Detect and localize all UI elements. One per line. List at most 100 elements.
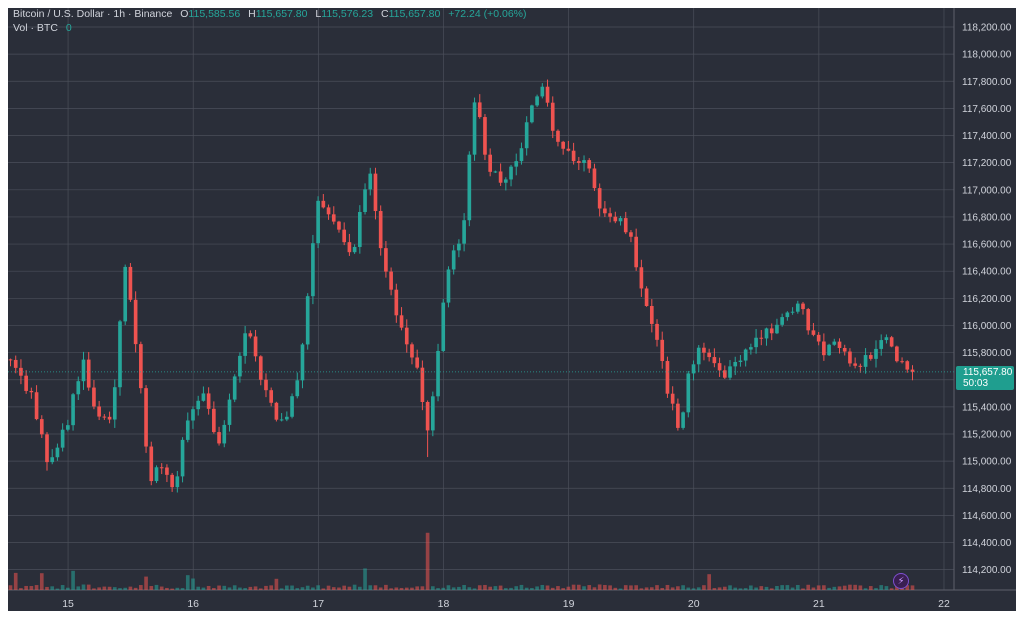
candle-body: [681, 412, 685, 428]
candle-body: [149, 446, 154, 482]
candle-body: [576, 161, 581, 163]
volume-bar: [410, 587, 414, 590]
candle-body: [790, 311, 795, 313]
volume-bar: [722, 586, 727, 590]
y-tick-label: 117,400.00: [962, 131, 1012, 142]
candle-body: [321, 200, 326, 208]
candle-body: [300, 344, 305, 381]
candle-body: [749, 347, 753, 350]
candle-body: [436, 350, 440, 397]
volume-bar: [201, 587, 206, 590]
volume-bar: [185, 575, 190, 590]
candle-body: [45, 434, 49, 463]
volume-bar: [191, 578, 195, 590]
volume-bar: [60, 585, 65, 590]
symbol-title[interactable]: Bitcoin / U.S. Dollar · 1h · Binance: [13, 8, 173, 20]
volume-bar: [566, 586, 571, 590]
volume-bar: [681, 585, 685, 590]
volume-bar: [8, 585, 13, 590]
volume-bar: [717, 587, 722, 590]
candle-body: [238, 355, 242, 377]
candle-body: [55, 447, 60, 458]
price-axis: [954, 8, 1016, 590]
candle-body: [347, 242, 352, 253]
candle-body: [368, 173, 373, 190]
volume-bar: [321, 588, 326, 590]
y-tick-label: 116,600.00: [962, 240, 1012, 251]
candle-body: [665, 361, 670, 394]
candle-body: [895, 346, 899, 362]
volume-bar: [514, 586, 519, 590]
candle-body: [462, 220, 466, 244]
close-value: 115,657.80: [388, 8, 441, 20]
candle-body: [337, 221, 341, 230]
candle-body: [571, 150, 576, 162]
x-tick-label: 16: [187, 598, 199, 610]
volume-bar: [457, 586, 461, 590]
candle-body: [717, 363, 722, 371]
high-value: 115,657.80: [255, 8, 308, 20]
high-label: H: [248, 8, 256, 20]
volume-label[interactable]: Vol · BTC: [13, 22, 58, 34]
volume-bar: [889, 588, 894, 590]
candle-body: [248, 333, 253, 337]
volume-bar: [874, 588, 878, 590]
volume-bar: [842, 585, 847, 590]
volume-bar: [832, 586, 837, 590]
lightning-logo-icon[interactable]: ⚡: [893, 573, 909, 589]
volume-legend-row: Vol · BTC 0: [13, 21, 527, 35]
candle-body: [629, 232, 633, 237]
volume-bar: [472, 588, 477, 590]
volume-bar: [660, 587, 665, 590]
volume-bar: [384, 584, 388, 590]
volume-bar: [655, 585, 659, 590]
volume-bar: [337, 587, 341, 590]
candle-body: [139, 344, 143, 389]
candle-body: [415, 357, 420, 368]
volume-bar: [618, 588, 623, 590]
candle-body: [404, 327, 409, 345]
volume-bar: [285, 585, 289, 590]
candle-body: [76, 381, 81, 395]
candle-body: [644, 288, 649, 307]
volume-bar: [493, 586, 498, 590]
volume-bar: [707, 574, 711, 590]
candle-body: [561, 141, 565, 149]
y-tick-label: 114,400.00: [962, 538, 1012, 549]
candle-body: [102, 416, 107, 418]
volume-bar: [71, 570, 75, 590]
candle-body: [8, 359, 13, 361]
time-axis: [8, 590, 1016, 611]
volume-bar: [613, 587, 618, 590]
candle-body: [201, 393, 206, 401]
volume-bar: [352, 584, 357, 590]
volume-bar: [232, 585, 237, 590]
volume-bar: [76, 586, 81, 590]
volume-bar: [305, 585, 310, 590]
volume-bar: [733, 587, 738, 590]
candle-body: [769, 328, 774, 334]
volume-bar: [827, 587, 831, 590]
candle-body: [649, 306, 654, 324]
volume-bar: [848, 584, 852, 590]
volume-bar: [571, 584, 576, 590]
x-tick-label: 22: [938, 598, 950, 610]
candle-body: [493, 171, 498, 173]
volume-bar: [24, 585, 28, 590]
volume-bar: [498, 585, 503, 590]
candle-body: [295, 380, 300, 397]
candle-body: [399, 315, 404, 328]
volume-bar: [556, 586, 560, 590]
volume-bar: [227, 587, 232, 590]
candle-body: [112, 387, 117, 420]
volume-bar: [290, 585, 294, 590]
volume-bar: [363, 568, 367, 590]
volume-bar: [316, 585, 320, 590]
volume-bar: [149, 586, 154, 590]
candle-body: [827, 344, 831, 356]
candle-body: [712, 357, 717, 364]
volume-bar: [425, 532, 430, 590]
candle-body: [269, 390, 274, 403]
volume-bar: [691, 588, 696, 590]
